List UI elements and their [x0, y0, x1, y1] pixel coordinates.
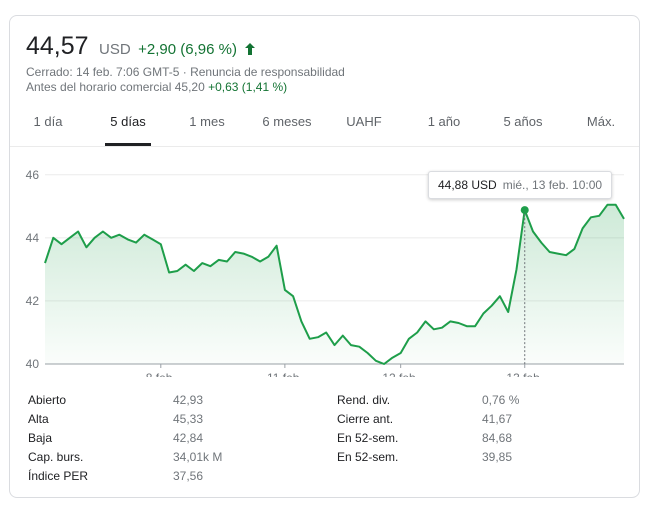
- stat-52w-low: En 52-sem. 39,85: [337, 448, 637, 466]
- tabs-divider: [10, 146, 639, 147]
- stock-card: 44,57 USD +2,90 (6,96 %) Cerrado: 14 feb…: [9, 15, 640, 498]
- stat-value: 84,68: [482, 431, 513, 445]
- stat-value: 42,84: [173, 431, 204, 445]
- currency-label: USD: [99, 41, 131, 58]
- stat-label: En 52-sem.: [337, 450, 399, 464]
- price-header: 44,57 USD +2,90 (6,96 %): [26, 32, 256, 61]
- x-tick-label: 13 feb.: [506, 371, 543, 377]
- tab-5-dias[interactable]: 5 días: [105, 108, 151, 146]
- tab-1-mes[interactable]: 1 mes: [189, 114, 225, 129]
- stat-label: Rend. div.: [337, 393, 391, 407]
- tooltip-date: mié., 13 feb. 10:00: [502, 178, 603, 192]
- x-tick-label: 12 feb.: [382, 371, 419, 377]
- price-change: +2,90 (6,96 %): [138, 41, 237, 58]
- stat-market-cap: Cap. burs. 34,01k M: [28, 448, 328, 466]
- stat-value: 34,01k M: [173, 450, 223, 464]
- stat-value: 45,33: [173, 412, 204, 426]
- stat-value: 41,67: [482, 412, 513, 426]
- stat-low: Baja 42,84: [28, 429, 328, 447]
- current-price: 44,57: [26, 32, 89, 60]
- tooltip-value: 44,88 USD: [438, 178, 497, 192]
- tab-6-meses[interactable]: 6 meses: [262, 114, 312, 129]
- chart-tooltip: 44,88 USD mié., 13 feb. 10:00: [428, 171, 613, 199]
- stat-open: Abierto 42,93: [28, 391, 328, 409]
- premarket-info: Antes del horario comercial 45,20 +0,63 …: [26, 80, 287, 94]
- hover-point: [520, 206, 529, 215]
- stat-value: 37,56: [173, 469, 204, 483]
- premarket-change: +0,63 (1,41 %): [208, 80, 288, 94]
- x-tick-label: 11 feb.: [267, 371, 303, 377]
- stat-label: En 52-sem.: [337, 431, 399, 445]
- stat-value: 0,76 %: [482, 393, 520, 407]
- y-tick-label: 40: [26, 357, 40, 371]
- y-tick-label: 44: [26, 231, 40, 245]
- x-tick-label: 8 feb.: [146, 371, 176, 377]
- arrow-up-icon: [245, 42, 256, 60]
- stat-value: 42,93: [173, 393, 204, 407]
- range-tabs: 1 día 5 días 1 mes 6 meses UAHF 1 año 5 …: [10, 108, 641, 146]
- tab-1-ano[interactable]: 1 año: [427, 114, 461, 129]
- stat-high: Alta 45,33: [28, 410, 328, 428]
- tab-5-anos[interactable]: 5 años: [503, 114, 543, 129]
- stat-value: 39,85: [482, 450, 513, 464]
- stat-label: Cierre ant.: [337, 412, 394, 426]
- y-tick-label: 42: [26, 294, 40, 308]
- price-area: [45, 204, 624, 364]
- price-chart[interactable]: 40 42 44 46 8 feb. 11 feb. 12 feb. 13 feb.: [10, 147, 639, 377]
- stat-label: Baja: [28, 431, 53, 445]
- stat-pe-ratio: Índice PER 37,56: [28, 467, 328, 485]
- stat-prev-close: Cierre ant. 41,67: [337, 410, 637, 428]
- y-tick-label: 46: [26, 168, 40, 182]
- stat-label: Alta: [28, 412, 49, 426]
- stat-52w-high: En 52-sem. 84,68: [337, 429, 637, 447]
- stat-label: Índice PER: [28, 469, 89, 483]
- stat-label: Cap. burs.: [28, 450, 84, 464]
- stat-label: Abierto: [28, 393, 67, 407]
- price-line: [44, 203, 625, 365]
- tab-1-dia[interactable]: 1 día: [33, 114, 63, 129]
- tab-max[interactable]: Máx.: [586, 114, 616, 129]
- stat-div-yield: Rend. div. 0,76 %: [337, 391, 637, 409]
- tab-uahf[interactable]: UAHF: [346, 114, 382, 129]
- market-status: Cerrado: 14 feb. 7:06 GMT-5 · Renuncia d…: [26, 65, 345, 79]
- premarket-label: Antes del horario comercial 45,20: [26, 80, 205, 94]
